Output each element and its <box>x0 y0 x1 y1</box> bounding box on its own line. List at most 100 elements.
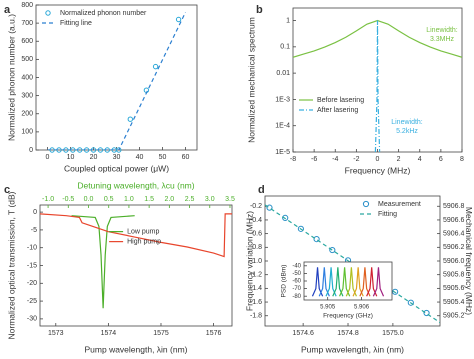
y-tick-label: 0.1 <box>280 44 290 51</box>
y-tick-label: 700 <box>21 20 33 27</box>
y-tick-label: -1.4 <box>250 285 262 292</box>
x-tick-label: 2 <box>397 156 401 163</box>
y-tick-label: 0.01 <box>276 70 290 77</box>
legend-label: Before lasering <box>317 97 364 104</box>
y2-tick-label: 5906.0 <box>443 258 465 265</box>
x2-axis-label: Detuning wavelength, λcu (nm) <box>77 180 194 190</box>
x-axis-label: Pump wavelength, λin (nm) <box>85 344 188 354</box>
panel-letter: c <box>4 184 10 196</box>
y-tick-label: 0 <box>33 209 37 216</box>
y-axis-label: Normalized mechanical spectrum <box>246 17 256 143</box>
x2-tick-label: -1.0 <box>42 196 54 203</box>
x2-tick-label: 3.5 <box>225 196 235 203</box>
y2-tick-label: 5906.6 <box>443 217 465 224</box>
x-tick-label: 0 <box>376 156 380 163</box>
x2-tick-label: -0.5 <box>62 196 74 203</box>
series-line <box>338 267 351 297</box>
x-tick-label: 1573 <box>48 330 64 337</box>
x-tick-label: -8 <box>290 156 296 163</box>
y-tick-label: -1.8 <box>250 313 262 320</box>
x-tick-label: 30 <box>113 154 121 161</box>
legend-label: High pump <box>127 238 161 245</box>
series-line <box>366 267 378 297</box>
legend-label: Measurement <box>378 201 421 208</box>
data-point <box>266 204 273 211</box>
series-line <box>374 20 381 152</box>
data-point <box>127 116 134 122</box>
y-tick-label: 600 <box>21 38 33 45</box>
x-tick-label: 50 <box>159 154 167 161</box>
x-tick-label: 4 <box>418 156 422 163</box>
y2-tick-label: 5905.6 <box>443 285 465 292</box>
panel-letter: b <box>256 4 263 16</box>
plot-frame <box>39 204 233 327</box>
x-tick-label: 10 <box>67 154 75 161</box>
x-tick-label: 1576 <box>206 330 222 337</box>
x2-tick-label: 1.0 <box>124 196 134 203</box>
panel-letter: d <box>258 184 265 196</box>
y-axis-label: PSD (dBm) <box>281 265 288 298</box>
data-point <box>392 288 399 295</box>
plot-frame <box>264 195 441 327</box>
data-point <box>407 299 414 306</box>
series-line <box>345 267 358 297</box>
annotation: Linewidth: <box>426 27 458 34</box>
y-tick-label: -30 <box>27 316 37 323</box>
y2-tick-label: 5905.2 <box>443 313 465 320</box>
y-tick-label: -0.8 <box>250 244 262 251</box>
y-tick-label: 0 <box>29 147 33 154</box>
y-tick-label: -25 <box>27 298 37 305</box>
y-tick-label: -50 <box>292 271 301 277</box>
annotation: 3.3MHz <box>430 36 455 43</box>
x-tick-label: 8 <box>460 156 464 163</box>
y-axis-label: Frequency variation (MHz) <box>244 211 254 311</box>
legend-label: Fitting <box>378 211 397 218</box>
series-line <box>359 267 371 297</box>
plot-frame <box>35 4 198 151</box>
x-tick-label: 20 <box>90 154 98 161</box>
y-tick-label: -60 <box>292 279 301 285</box>
y-tick-label: -0.2 <box>250 203 262 210</box>
x-tick-label: 1575.0 <box>382 330 404 337</box>
x2-tick-label: 0.5 <box>104 196 114 203</box>
data-point <box>152 63 159 70</box>
y-tick-label: 800 <box>21 2 33 9</box>
y-tick-label: -20 <box>27 280 37 287</box>
series-line <box>372 267 385 297</box>
x-tick-label: 1575 <box>153 330 169 337</box>
annotation: 5.2kHz <box>396 128 418 135</box>
y2-tick-label: 5906.4 <box>443 230 465 237</box>
data-point <box>175 16 182 23</box>
series-line <box>318 267 330 297</box>
x2-tick-label: 0.0 <box>84 196 94 203</box>
x-tick-label: 1574 <box>101 330 117 337</box>
series-line <box>71 215 135 309</box>
y-tick-label: -80 <box>292 294 301 300</box>
y-axis-label: Normalized phonon number (a.u.) <box>6 14 16 141</box>
data-point <box>116 147 122 153</box>
x-tick-label: 0 <box>46 154 50 161</box>
y-tick-label: 1 <box>286 17 290 24</box>
y-tick-label: -15 <box>27 262 37 269</box>
y2-axis-label: Mechanical frequency (MHz) <box>464 207 474 315</box>
y-tick-label: 100 <box>21 129 33 136</box>
x2-tick-label: 1.5 <box>144 196 154 203</box>
x-tick-label: 1574.6 <box>292 330 314 337</box>
annotation: Linewidth: <box>391 119 423 126</box>
y-tick-label: -5 <box>31 227 37 234</box>
y-tick-label: -1.6 <box>250 299 262 306</box>
x-tick-label: 40 <box>136 154 144 161</box>
y-tick-label: 1E-4 <box>275 123 290 130</box>
panel-letter: a <box>4 4 11 16</box>
x-tick-label: 1574.8 <box>337 330 359 337</box>
x-tick-label: 5.906 <box>354 305 370 311</box>
x2-tick-label: 2.0 <box>164 196 174 203</box>
x-tick-label: -2 <box>353 156 359 163</box>
x2-tick-label: 2.5 <box>185 196 195 203</box>
y-tick-label: -0.4 <box>250 217 262 224</box>
y-tick-label: -40 <box>292 263 301 269</box>
y2-tick-label: 5906.2 <box>443 244 465 251</box>
data-point <box>313 236 320 243</box>
y-tick-label: 300 <box>21 92 33 99</box>
